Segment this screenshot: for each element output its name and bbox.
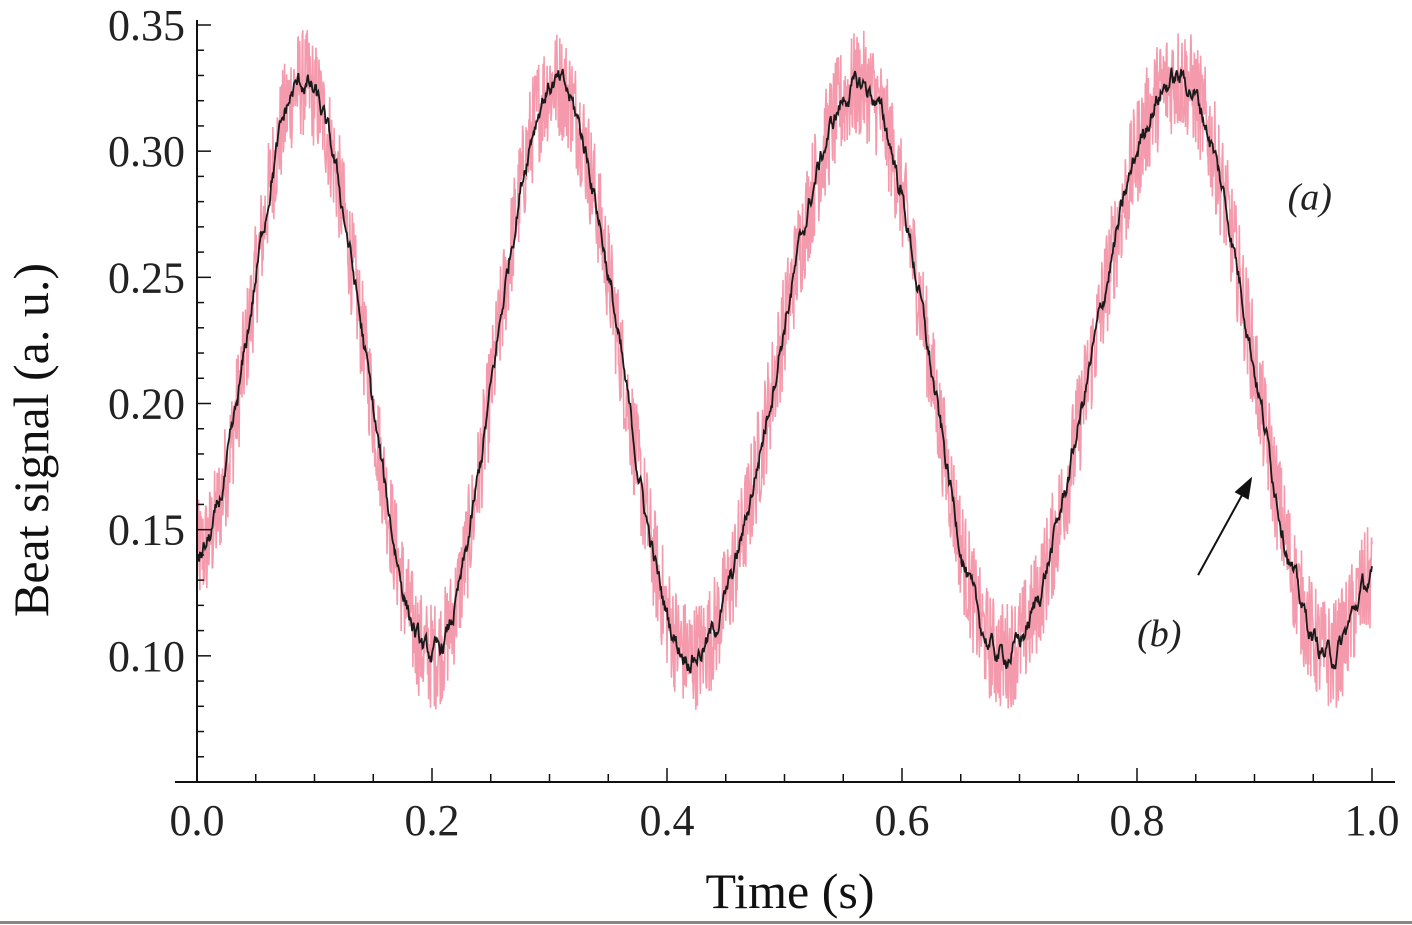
arrowhead-icon: [1234, 476, 1253, 500]
annotation-label: (b): [1137, 613, 1181, 655]
y-tick-label: 0.25: [108, 253, 185, 302]
y-tick-label: 0.10: [108, 632, 185, 681]
x-tick-label: 0.6: [875, 796, 930, 845]
y-tick-label: 0.30: [108, 127, 185, 176]
axes: 0.0 0.2 0.4 0.6 0.8 1.0 0.10 0.15 0.20 0.25 0.30 0.…: [108, 1, 1400, 845]
x-tick-label: 0.8: [1110, 796, 1165, 845]
annotation-arrow-line: [1197, 490, 1245, 576]
x-axis-label: Time (s): [705, 863, 874, 919]
x-tick-label: 0.0: [170, 796, 225, 845]
y-tick-label: 0.35: [108, 1, 185, 50]
series-line-a: [196, 30, 1373, 710]
y-tick-label: 0.15: [108, 506, 185, 555]
series-line-b: [196, 67, 1373, 674]
x-tick-label: 0.4: [640, 796, 695, 845]
annotation-label: (a): [1288, 177, 1332, 219]
x-tick-label: 0.2: [405, 796, 460, 845]
y-axis-label: Beat signal (a. u.): [3, 263, 59, 617]
series-layer: [196, 30, 1373, 710]
annotations: (a) (b): [1137, 177, 1332, 656]
y-tick-label: 0.20: [108, 380, 185, 429]
bottom-rule: [0, 921, 1412, 924]
x-tick-label: 1.0: [1345, 796, 1400, 845]
